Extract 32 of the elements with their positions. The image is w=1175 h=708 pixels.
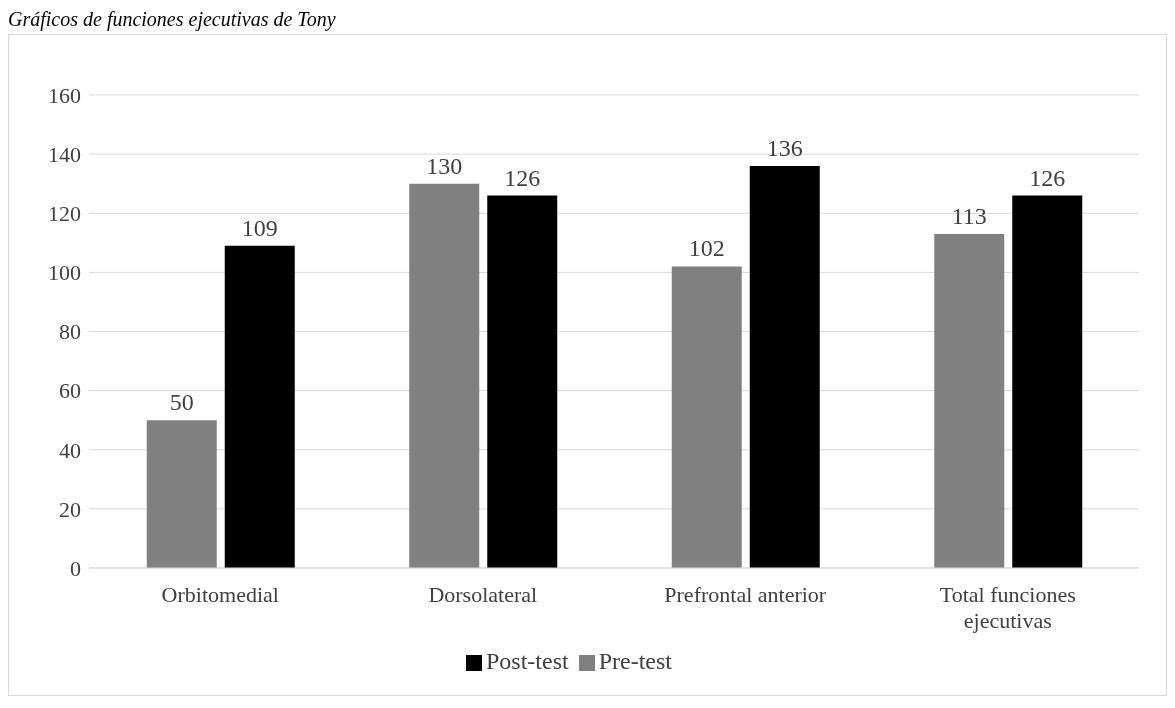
text: Gráficos de funciones ejecutivas de Tony [8, 8, 337, 33]
data-label: 113 [951, 202, 987, 229]
legend-label: Pre-test [598, 648, 672, 674]
data-label: 126 [1029, 164, 1066, 191]
data-label: 102 [688, 235, 725, 262]
bar [409, 183, 480, 568]
bar [749, 165, 820, 568]
data-label: 109 [241, 214, 278, 241]
bar [934, 233, 1005, 568]
bar [1012, 195, 1083, 568]
y-tick-label: 40 [59, 437, 81, 463]
y-tick-label: 160 [48, 82, 81, 108]
x-tick-label: Orbitomedial [161, 582, 279, 607]
data-label: 50 [169, 389, 194, 416]
x-tick-label: Dorsolateral [428, 582, 538, 607]
bar [671, 266, 742, 568]
y-tick-label: 120 [48, 201, 81, 227]
y-tick-label: 20 [59, 496, 81, 522]
bar [224, 245, 295, 568]
bar [487, 195, 558, 568]
data-label: 126 [504, 164, 541, 191]
x-tick-label: Prefrontal anterior [664, 582, 827, 607]
y-tick-label: 140 [48, 141, 81, 167]
x-tick-label: Total funciones ejecutivas [939, 582, 1076, 633]
y-tick-label: 0 [70, 555, 81, 581]
bar [146, 420, 217, 568]
y-tick-label: 100 [48, 260, 81, 286]
y-tick-label: 80 [59, 319, 81, 345]
y-tick-label: 60 [59, 378, 81, 404]
data-label: 136 [766, 134, 803, 161]
legend-label: Post-test [486, 648, 569, 674]
data-label: 130 [426, 152, 463, 179]
